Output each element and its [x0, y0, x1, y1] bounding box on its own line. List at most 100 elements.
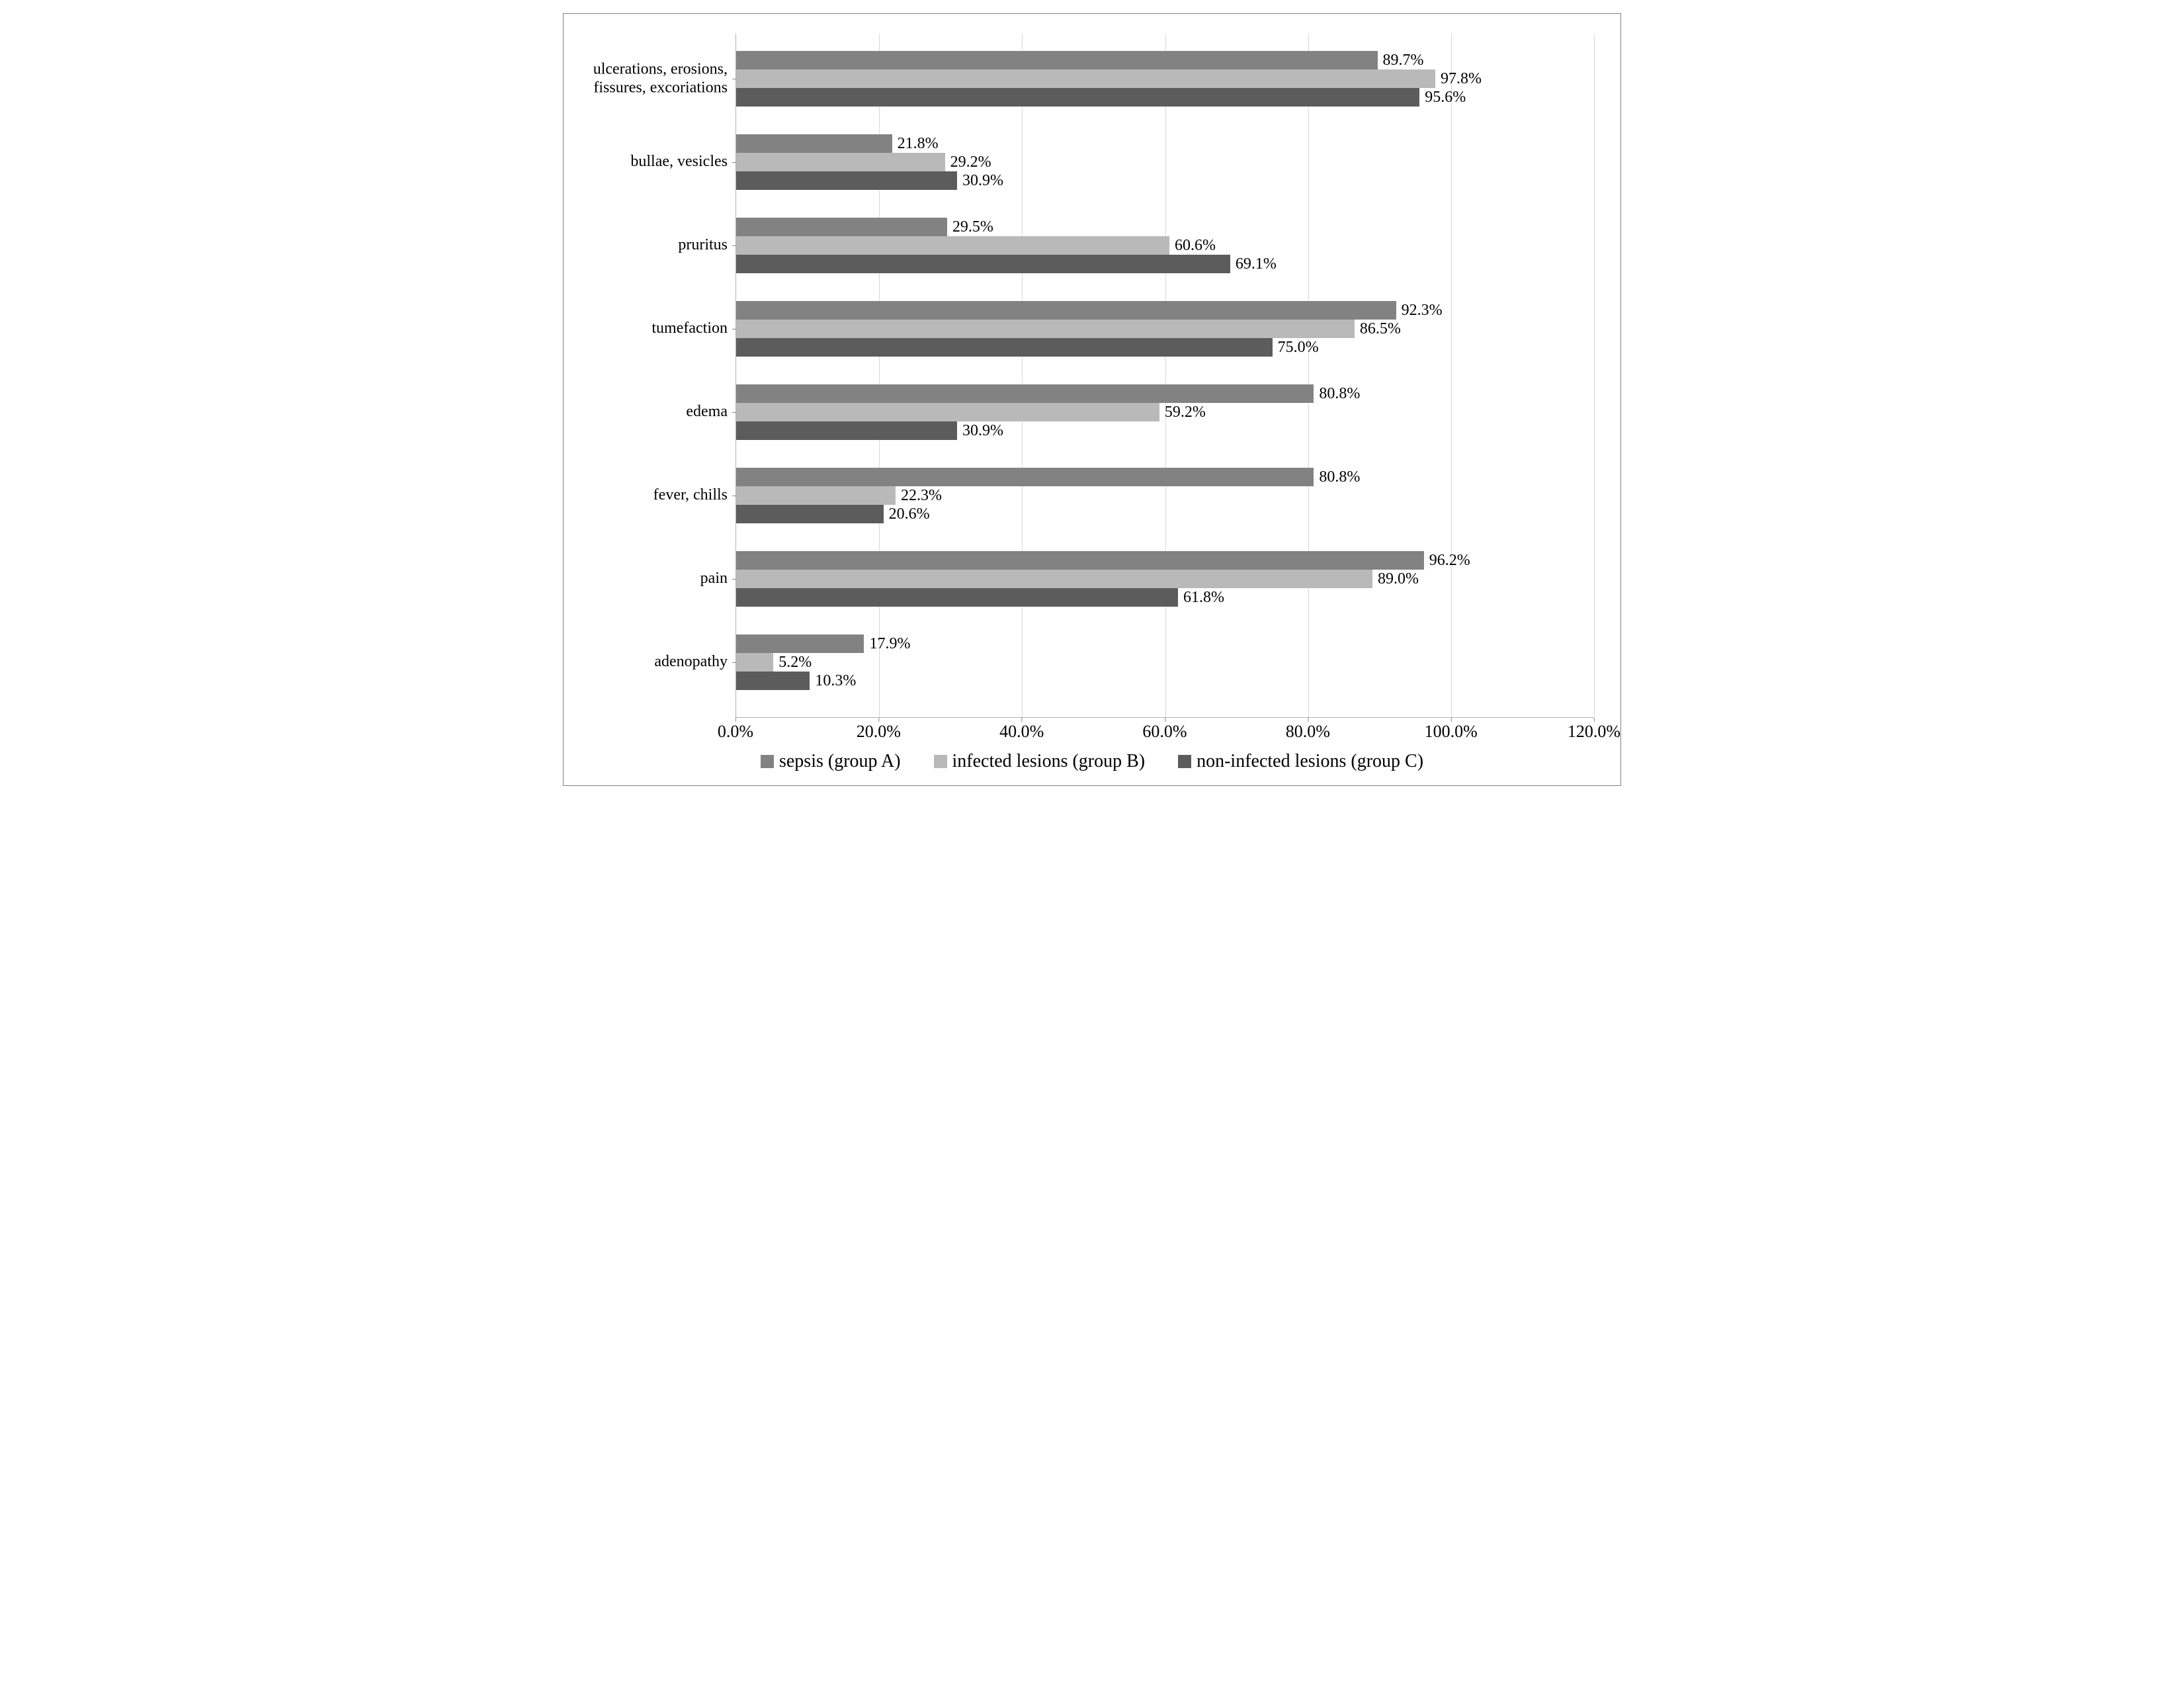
bar-value-label: 22.3% — [901, 487, 942, 505]
bar-C — [736, 588, 1178, 607]
bar-B — [736, 153, 945, 171]
bar-row: 92.3% — [736, 301, 1594, 320]
bar-row: 29.5% — [736, 218, 1594, 236]
bar-row: 69.1% — [736, 255, 1594, 273]
legend-swatch — [761, 755, 774, 768]
bar-row: 80.8% — [736, 384, 1594, 403]
x-tick-label: 60.0% — [1142, 722, 1187, 742]
bar-value-label: 69.1% — [1236, 255, 1277, 273]
bar-value-label: 89.7% — [1383, 52, 1424, 69]
bar-C — [736, 421, 957, 440]
bar-row: 60.6% — [736, 236, 1594, 255]
bar-C — [736, 88, 1419, 107]
bar-row: 95.6% — [736, 88, 1594, 107]
bar-B — [736, 403, 1159, 421]
bar-B — [736, 570, 1372, 588]
bar-value-label: 96.2% — [1429, 552, 1470, 570]
bar-B — [736, 320, 1355, 338]
bar-A — [736, 551, 1424, 570]
bar-row: 10.3% — [736, 672, 1594, 690]
bar-row: 21.8% — [736, 134, 1594, 153]
bar-row: 22.3% — [736, 486, 1594, 505]
chart-container: ulcerations, erosions, fissures, excoria… — [563, 13, 1621, 786]
x-tick-label: 80.0% — [1286, 722, 1330, 742]
x-axis-row: 0.0%20.0%40.0%60.0%80.0%100.0%120.0% — [590, 718, 1594, 744]
legend-swatch — [934, 755, 947, 768]
bar-value-label: 97.8% — [1441, 70, 1482, 88]
bar-value-label: 20.6% — [889, 505, 930, 523]
x-tick-label: 40.0% — [999, 722, 1044, 742]
x-tick-label: 120.0% — [1568, 722, 1620, 742]
bar-value-label: 17.9% — [869, 635, 910, 653]
bar-value-label: 29.5% — [952, 218, 993, 236]
x-tick-label: 0.0% — [718, 722, 753, 742]
category-label: bullae, vesicles — [630, 153, 728, 171]
bar-row: 20.6% — [736, 505, 1594, 523]
bar-value-label: 10.3% — [815, 672, 856, 690]
bar-row: 59.2% — [736, 403, 1594, 421]
bar-value-label: 80.8% — [1319, 468, 1360, 486]
x-axis: 0.0%20.0%40.0%60.0%80.0%100.0%120.0% — [735, 718, 1594, 744]
bar-value-label: 61.8% — [1183, 589, 1224, 607]
category-label: fever, chills — [653, 486, 728, 505]
legend: sepsis (group A) infected lesions (group … — [590, 751, 1594, 772]
bar-row: 97.8% — [736, 69, 1594, 88]
bar-row: 17.9% — [736, 634, 1594, 653]
bar-row: 80.8% — [736, 468, 1594, 486]
bar-value-label: 30.9% — [962, 172, 1003, 190]
bar-row: 86.5% — [736, 320, 1594, 338]
legend-label: sepsis (group A) — [779, 751, 901, 772]
category-label: tumefaction — [651, 320, 728, 338]
x-tick-label: 20.0% — [857, 722, 901, 742]
bar-value-label: 80.8% — [1319, 385, 1360, 403]
category-label: edema — [686, 403, 728, 421]
legend-item: sepsis (group A) — [761, 751, 901, 772]
bar-C — [736, 505, 884, 523]
y-axis-labels: ulcerations, erosions, fissures, excoria… — [590, 34, 735, 718]
bar-row: 5.2% — [736, 653, 1594, 672]
category-label: pruritus — [678, 236, 728, 255]
bar-value-label: 59.2% — [1165, 404, 1206, 421]
bar-row: 75.0% — [736, 338, 1594, 357]
bar-B — [736, 236, 1169, 255]
bar-value-label: 5.2% — [778, 654, 812, 672]
legend-label: non-infected lesions (group C) — [1197, 751, 1423, 772]
bar-value-label: 29.2% — [950, 153, 991, 171]
bar-row: 61.8% — [736, 588, 1594, 607]
x-tick-label: 100.0% — [1425, 722, 1478, 742]
bar-A — [736, 634, 864, 653]
bar-row: 89.0% — [736, 570, 1594, 588]
bar-value-label: 86.5% — [1360, 320, 1401, 338]
category-label: adenopathy — [654, 653, 728, 672]
legend-swatch — [1178, 755, 1191, 768]
bar-value-label: 89.0% — [1378, 570, 1419, 588]
legend-label: infected lesions (group B) — [952, 751, 1146, 772]
bar-row: 30.9% — [736, 171, 1594, 190]
plot-area: 89.7%97.8%95.6%21.8%29.2%30.9%29.5%60.6%… — [735, 34, 1594, 718]
bar-C — [736, 171, 957, 190]
category-label: pain — [700, 570, 728, 588]
bar-A — [736, 301, 1396, 320]
bar-C — [736, 255, 1230, 273]
bar-row: 29.2% — [736, 153, 1594, 171]
bar-value-label: 75.0% — [1278, 339, 1319, 357]
bar-row: 96.2% — [736, 551, 1594, 570]
bar-value-label: 60.6% — [1175, 237, 1216, 255]
bar-value-label: 30.9% — [962, 422, 1003, 440]
bar-A — [736, 218, 947, 236]
bar-row: 30.9% — [736, 421, 1594, 440]
bar-value-label: 95.6% — [1425, 89, 1466, 107]
bar-B — [736, 69, 1435, 88]
bar-C — [736, 672, 810, 690]
bar-A — [736, 468, 1314, 486]
bar-value-label: 92.3% — [1402, 302, 1443, 320]
legend-item: infected lesions (group B) — [934, 751, 1146, 772]
bar-row: 89.7% — [736, 51, 1594, 69]
bar-value-label: 21.8% — [898, 135, 939, 153]
bar-B — [736, 486, 896, 505]
category-label: ulcerations, erosions, fissures, excoria… — [590, 60, 728, 97]
grid-line — [1594, 34, 1595, 717]
legend-item: non-infected lesions (group C) — [1178, 751, 1423, 772]
bar-B — [736, 653, 773, 672]
bar-C — [736, 338, 1273, 357]
